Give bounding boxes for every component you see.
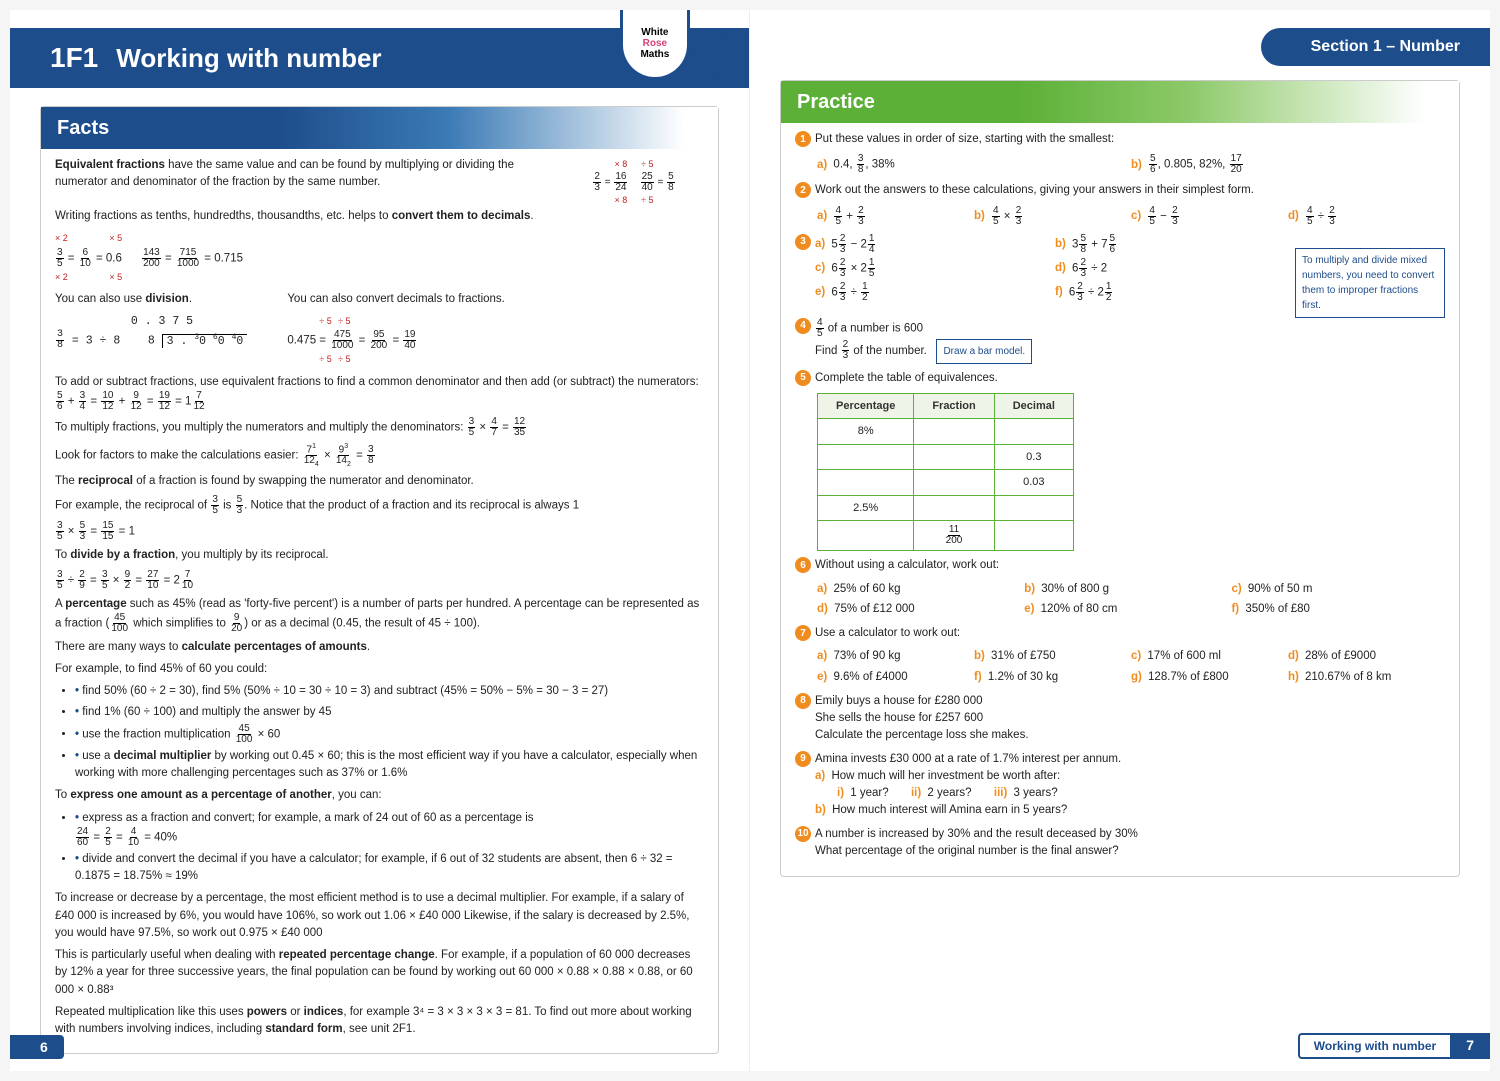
facts-p2b: convert them to decimals <box>392 210 531 222</box>
facts-body: Equivalent fractions have the same value… <box>41 157 718 1038</box>
facts-p12: For example, to find 45% of 60 you could… <box>55 661 704 678</box>
page-number-left: 6 <box>10 1035 64 1059</box>
logo-line1: White <box>641 27 668 38</box>
logo-line2: Rose <box>643 38 667 49</box>
q2: 2Work out the answers to these calculati… <box>795 182 1445 199</box>
q7: 7Use a calculator to work out: <box>795 625 1445 642</box>
section-header: Section 1 – Number <box>1261 28 1490 66</box>
facts-box: Facts Equivalent fractions have the same… <box>40 106 719 1054</box>
q9: 9 Amina invests £30 000 at a rate of 1.7… <box>795 751 1445 820</box>
q1: 1Put these values in order of size, star… <box>795 131 1445 148</box>
equivalence-table: Percentage Fraction Decimal 8% 0.3 0.03 … <box>817 393 1074 552</box>
facts-eq1: × 2 × 5 35 = 610 = 0.6 143200 = 7151000 … <box>55 230 704 286</box>
dec-to-frac: ÷ 5 ÷ 5 0.475 = 4751000 = 95200 = 1940 ÷… <box>287 313 505 369</box>
facts-p3-right: You can also convert decimals to fractio… <box>287 291 505 308</box>
page-spread: White Rose Maths 1F1 Working with number… <box>10 10 1490 1071</box>
q3: 3 a) 523 − 214 b) 358 + 756 c) 623 × 215… <box>795 234 1295 310</box>
left-page: White Rose Maths 1F1 Working with number… <box>10 10 750 1071</box>
practice-title: Practice <box>781 81 1459 123</box>
logo-badge: White Rose Maths <box>620 10 690 80</box>
q10: 10 A number is increased by 30% and the … <box>795 826 1445 861</box>
facts-methods-list: • find 50% (60 ÷ 2 = 30), find 5% (50% ÷… <box>55 683 704 782</box>
q3-hint: To multiply and divide mixed numbers, yo… <box>1295 248 1445 318</box>
right-page: Section 1 – Number Practice 1Put these v… <box>750 10 1490 1071</box>
facts-p1a: Equivalent fractions <box>55 159 165 171</box>
facts-title: Facts <box>41 107 718 149</box>
unit-title: Working with number <box>116 43 381 74</box>
facts-express-list: • express as a fraction and convert; for… <box>55 810 704 886</box>
facts-p14: To increase or decrease by a percentage,… <box>55 890 704 942</box>
practice-body: 1Put these values in order of size, star… <box>781 131 1459 860</box>
equiv-frac-diagram: × 8 ÷ 5 23 = 1624 2540 = 58 × 8 ÷ 5 <box>564 157 704 208</box>
facts-p2a: Writing fractions as tenths, hundredths,… <box>55 210 392 222</box>
q6: 6Without using a calculator, work out: <box>795 557 1445 574</box>
q4: 4 45 of a number is 600 Find 23 of the n… <box>795 318 1445 364</box>
q8: 8 Emily buys a house for £280 000 She se… <box>795 693 1445 745</box>
practice-box: Practice 1Put these values in order of s… <box>780 80 1460 877</box>
long-division: 0 . 3 7 5 38 = 3 ÷ 8 8 3 . 30 60 40 <box>55 313 247 351</box>
logo-line3: Maths <box>640 49 669 60</box>
q4-hint: Draw a bar model. <box>936 339 1032 364</box>
facts-p8: For example, the reciprocal of 35 is 53.… <box>55 495 704 516</box>
q5: 5Complete the table of equivalences. <box>795 370 1445 387</box>
unit-code: 1F1 <box>50 42 98 74</box>
page-number-right: Working with number 7 <box>1298 1033 1490 1059</box>
